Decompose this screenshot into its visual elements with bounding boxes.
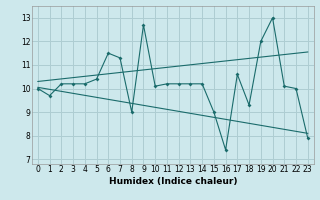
X-axis label: Humidex (Indice chaleur): Humidex (Indice chaleur): [108, 177, 237, 186]
